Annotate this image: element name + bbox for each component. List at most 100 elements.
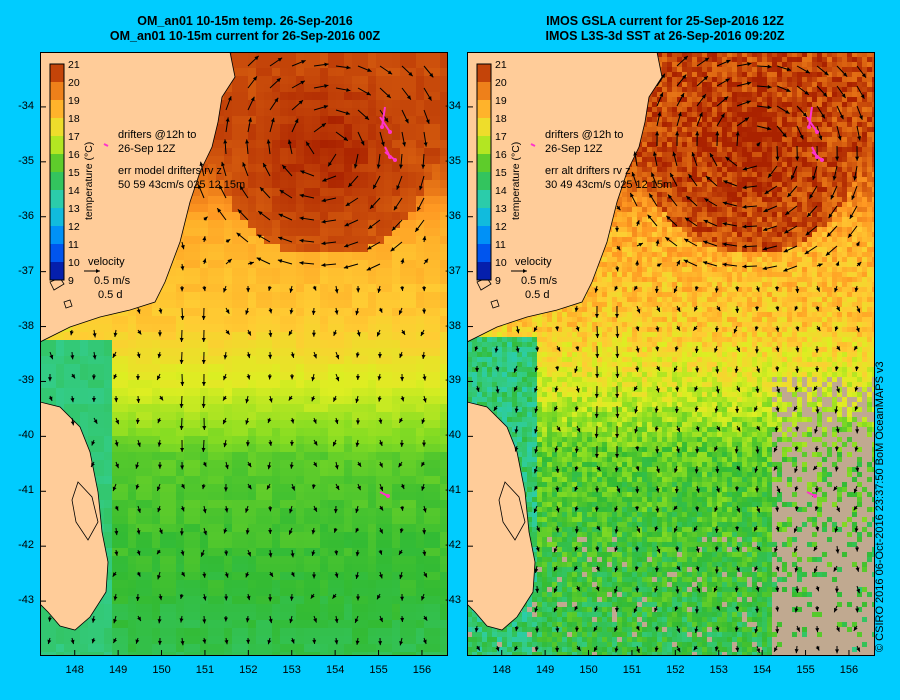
velocity-arrowhead [344, 243, 349, 248]
velocity-arrowhead [835, 261, 840, 266]
velocity-arrowhead [378, 574, 383, 579]
velocity-arrowhead [695, 131, 700, 136]
velocity-arrowhead [268, 332, 273, 338]
velocity-arrowhead [694, 306, 698, 312]
velocity-arrowhead [288, 396, 293, 401]
velocity-arrowhead [378, 441, 383, 446]
velocity-arrowhead [793, 528, 798, 533]
velocity-arrowhead [249, 261, 254, 266]
velocity-arrowhead [202, 573, 207, 578]
velocity-arrowhead [855, 467, 860, 472]
velocity-arrowhead [91, 462, 95, 467]
velocity-arrowhead [323, 105, 329, 109]
velocity-arrowhead [714, 646, 719, 652]
velocity-arrowhead [855, 567, 860, 572]
velocity-arrowhead [399, 353, 404, 358]
velocity-arrowhead [795, 288, 800, 294]
velocity-arrowhead [594, 453, 599, 458]
velocity-arrowhead [324, 84, 329, 89]
velocity-arrowhead [775, 367, 780, 372]
velocity-arrowhead [157, 640, 162, 645]
velocity-arrowhead [268, 507, 273, 512]
velocity-arrowhead [223, 419, 227, 425]
velocity-arrowhead [694, 386, 699, 392]
velocity-arrowhead [785, 210, 790, 215]
drifter-track [811, 151, 823, 161]
velocity-arrowhead [495, 646, 500, 652]
velocity-arrowhead [135, 485, 140, 490]
velocity-arrowhead [695, 507, 700, 512]
velocity-arrowhead [202, 286, 207, 292]
velocity-arrowhead [534, 607, 539, 613]
velocity-arrowhead [493, 406, 498, 411]
velocity-arrowhead [421, 462, 426, 467]
colorbar-label: 11 [495, 239, 506, 251]
velocity-arrowhead [236, 232, 241, 237]
velocity-arrowhead [246, 595, 251, 601]
velocity-arrowhead [754, 468, 759, 473]
velocity-arrowhead [674, 606, 679, 612]
velocity-arrowhead [245, 398, 250, 404]
velocity-arrowhead [815, 367, 820, 373]
velocity-arrowhead [734, 368, 739, 373]
velocity-arrowhead [783, 267, 788, 272]
velocity-arrowhead [268, 597, 273, 602]
velocity-arrowhead [655, 131, 660, 136]
velocity-arrowhead [775, 156, 780, 161]
velocity-arrowhead [834, 409, 839, 414]
velocity-arrowhead [657, 263, 662, 268]
velocity-arrowhead [742, 185, 747, 190]
velocity-arrowhead [288, 331, 293, 336]
colorbar-segment [50, 208, 64, 226]
note-drifters: drifters @12h to [118, 129, 196, 141]
left-axis-ticks [40, 106, 423, 656]
velocity-arrowhead [634, 285, 639, 291]
colorbar-label: 12 [68, 221, 80, 233]
velocity-arrowhead [795, 368, 800, 373]
velocity-arrowhead [422, 398, 427, 403]
velocity-arrowhead [722, 262, 727, 267]
velocity-arrowhead [787, 192, 792, 198]
colorbar-frame [476, 63, 492, 281]
velocity-arrowhead [135, 639, 140, 644]
velocity-arrowhead [795, 156, 800, 161]
velocity-arrowhead [399, 641, 404, 646]
velocity-arrowhead [854, 387, 859, 392]
velocity-arrowhead [290, 375, 295, 380]
velocity-arrowhead [615, 393, 620, 398]
velocity-arrowhead [268, 398, 273, 403]
velocity-arrowhead [223, 139, 228, 144]
velocity-arrowhead [135, 419, 140, 424]
drifter-position [807, 125, 811, 129]
velocity-arrowhead [301, 60, 306, 64]
velocity-arrowhead [813, 546, 818, 552]
velocity-arrowhead [860, 94, 865, 99]
velocity-arrowhead [357, 485, 361, 491]
velocity-arrowhead [794, 548, 798, 553]
velocity-arrowhead [635, 326, 640, 332]
velocity-arrowhead [355, 528, 360, 533]
left-sst-map: 21 20 19 18 17 16 15 14 13 12 11 10 9 temperature (°C… [40, 52, 448, 656]
velocity-arrowhead [835, 428, 840, 433]
velocity-arrowhead [157, 619, 162, 624]
right-axis-ticks [467, 106, 850, 656]
colorbar-label: 13 [495, 203, 507, 215]
velocity-arrowhead [725, 78, 730, 83]
velocity-arrowhead [615, 267, 620, 272]
velocity-arrowhead [742, 224, 747, 229]
note-err_line1: err alt drifters rv z [545, 165, 631, 177]
velocity-arrowhead [575, 326, 580, 332]
colorbar-title: temperature (°C) [83, 142, 95, 220]
velocity-arrowhead [312, 419, 317, 424]
velocity-arrowhead [377, 397, 382, 402]
velocity-arrowhead [574, 507, 579, 512]
velocity-arrowhead [70, 397, 75, 403]
velocity-arrowhead [614, 467, 619, 473]
velocity-arrowhead [834, 326, 839, 332]
velocity-arrowhead [422, 235, 427, 241]
velocity-arrowhead [245, 310, 250, 315]
velocity-arrowhead [333, 528, 338, 533]
velocity-arrowhead [379, 617, 383, 623]
velocity-arrowhead [224, 596, 229, 601]
longitude-label: 148 [492, 664, 511, 676]
